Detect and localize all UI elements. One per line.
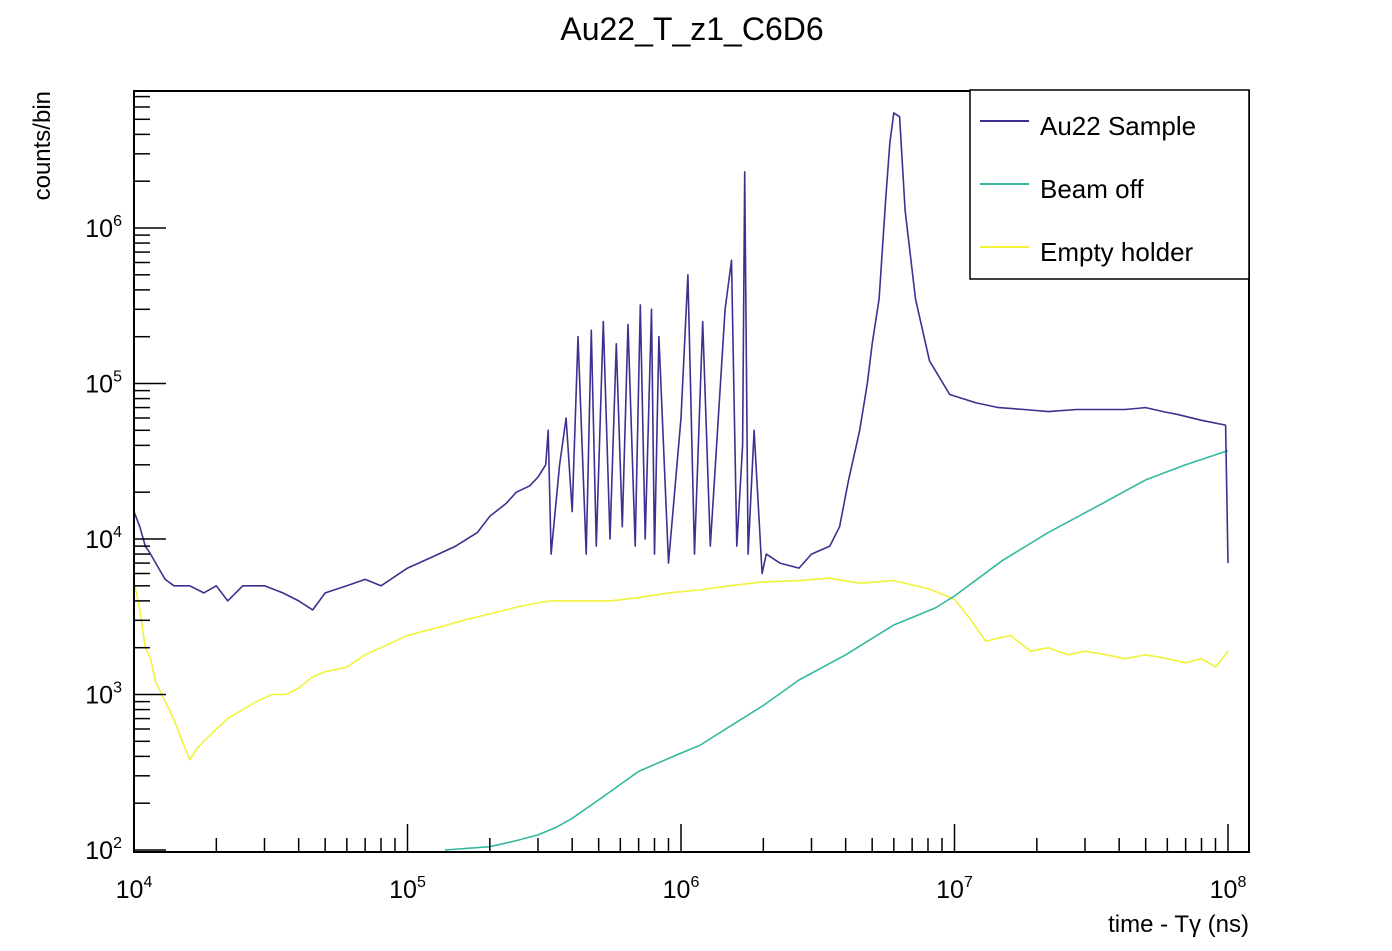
plot-frame: [133, 90, 1250, 853]
x-tick-label: 106: [663, 874, 700, 904]
y-tick-label: 104: [85, 524, 122, 554]
legend-label-empty-holder: Empty holder: [1040, 237, 1194, 267]
series-line-beam-off: [444, 449, 1229, 851]
y-tick-label: 102: [85, 835, 122, 865]
ticks-layer: 104 105 106 107 108 102 103 104 105 106: [85, 95, 1247, 904]
x-tick-label: 107: [936, 874, 973, 904]
series-layer: [134, 112, 1229, 851]
y-axis-title: counts/bin: [29, 91, 56, 200]
x-axis-title: time - Tγ (ns): [1108, 911, 1249, 938]
legend-label-beam-off: Beam off: [1040, 174, 1144, 204]
y-tick-label: 103: [85, 680, 122, 710]
chart-title: Au22_T_z1_C6D6: [560, 11, 823, 47]
x-tick-label: 104: [116, 874, 153, 904]
legend-label-au22: Au22 Sample: [1040, 111, 1196, 141]
series-line-au22-sample: [134, 112, 1229, 611]
legend: Au22 Sample Beam off Empty holder: [969, 89, 1250, 280]
series-line-empty-holder: [134, 577, 1229, 761]
y-tick-label: 106: [85, 213, 122, 243]
x-tick-label: 108: [1210, 874, 1247, 904]
y-tick-label: 105: [85, 369, 122, 399]
x-tick-label: 105: [389, 874, 426, 904]
